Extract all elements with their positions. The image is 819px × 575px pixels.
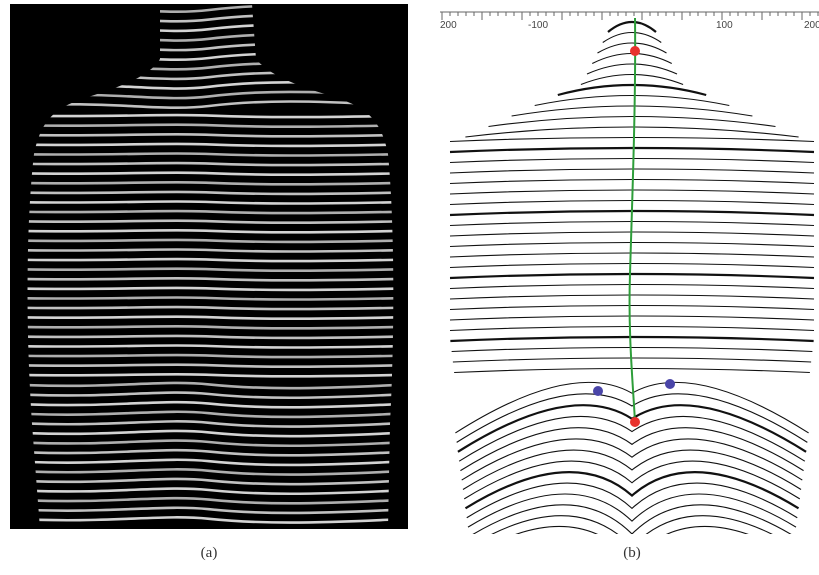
fringe-stripe <box>27 458 394 467</box>
fringe-stripe <box>27 238 394 244</box>
contour-line <box>467 493 797 528</box>
landmark-right-dimple-dot <box>665 379 675 389</box>
contour-line <box>602 32 662 43</box>
fringe-stripe <box>27 439 394 448</box>
fringe-stripe <box>27 477 394 486</box>
fringe-stripe <box>27 200 394 205</box>
contour-line <box>466 482 798 519</box>
fringe-stripe <box>27 400 394 409</box>
contour-line <box>534 94 730 107</box>
fringe-stripe <box>27 257 394 263</box>
contour-line <box>463 460 801 500</box>
contour-line <box>455 381 809 434</box>
contour-line <box>511 105 753 117</box>
contour-line <box>462 449 802 490</box>
fringe-stripe <box>27 267 394 272</box>
fringe-stripe <box>27 420 394 428</box>
fringe-stripe <box>27 334 394 340</box>
landmark-sacrum-dot <box>630 417 640 427</box>
contour-line <box>449 168 815 174</box>
contour-line <box>488 115 776 128</box>
contour-line <box>449 283 815 290</box>
fringe-stripe <box>27 100 394 110</box>
contour-line <box>449 136 815 143</box>
fringe-stripe <box>27 381 394 390</box>
fringe-stripe <box>27 315 394 320</box>
contour-line <box>456 393 808 443</box>
fringe-stripe <box>27 487 394 496</box>
ruler-label-left-200: 200 <box>440 20 457 31</box>
contour-line <box>472 504 792 534</box>
fringe-stripe <box>27 190 394 196</box>
contour-plot-panel: 200 -100 100 200 <box>440 4 819 534</box>
fringe-photo-panel <box>10 4 408 529</box>
fringe-stripe <box>27 276 394 282</box>
contour-line <box>449 146 815 154</box>
fringe-stripe <box>27 152 394 157</box>
contour-line <box>607 20 657 33</box>
fringe-stripe <box>27 228 394 234</box>
ruler-ticks <box>441 12 819 20</box>
ruler-label-100: 100 <box>716 20 733 31</box>
fringe-stripe <box>27 496 394 505</box>
fringe-stripe <box>27 161 394 167</box>
contour-line <box>449 272 815 280</box>
fringe-stripe <box>27 180 394 186</box>
contour-line <box>449 294 815 300</box>
fringe-stripe <box>27 123 394 128</box>
contour-line <box>586 63 678 75</box>
contour-line <box>491 515 773 534</box>
fringe-stripe <box>27 391 394 400</box>
fringe-stripe <box>27 448 394 457</box>
contour-line <box>515 525 749 534</box>
fringe-stripe <box>27 516 394 524</box>
fringe-stripe <box>27 344 394 349</box>
contour-line <box>597 42 667 54</box>
fringe-stripe <box>27 372 394 378</box>
contour-line <box>449 325 815 332</box>
contour-line <box>580 74 684 86</box>
fringe-stripe <box>27 142 394 148</box>
fringe-stripe <box>27 248 394 253</box>
fringe-stripe <box>27 429 394 438</box>
landmark-vertebra-prominens-dot <box>630 46 640 56</box>
caption-b: (b) <box>623 545 641 561</box>
contour-line <box>461 438 803 481</box>
fringe-stripe <box>27 324 394 330</box>
fringe-stripe <box>27 305 394 311</box>
fringe-stripe <box>27 171 394 176</box>
contour-line <box>557 83 707 97</box>
fringe-stripe <box>27 363 394 368</box>
fringe-stripe <box>27 113 394 119</box>
fringe-stripe <box>27 132 394 138</box>
caption-a: (a) <box>200 545 218 561</box>
contour-line <box>449 241 815 248</box>
contour-line <box>451 346 813 353</box>
fringe-stripe <box>27 506 394 515</box>
ruler-label-minus-100: -100 <box>528 20 548 31</box>
contour-line <box>450 335 814 343</box>
contour-line <box>449 262 815 269</box>
contour-line <box>464 471 800 510</box>
fringe-stripe <box>27 209 394 215</box>
back-contour-plot: 200 -100 100 200 <box>440 11 819 534</box>
contour-line <box>449 252 815 258</box>
contour-lines <box>449 20 815 534</box>
fringe-stripe <box>27 219 394 224</box>
contour-line <box>449 157 815 164</box>
contour-line <box>460 427 804 472</box>
contour-line <box>458 415 806 462</box>
contour-line <box>449 315 815 321</box>
back-fringe-photo <box>10 4 408 529</box>
fringe-stripe <box>27 468 394 476</box>
fringe-stripe <box>27 286 394 292</box>
fringe-stripe <box>27 296 394 301</box>
landmark-left-dimple-dot <box>593 386 603 396</box>
ruler-label-right-200: 200 <box>804 20 819 31</box>
contour-line <box>465 126 799 138</box>
contour-line <box>449 304 815 311</box>
fringe-stripe <box>27 353 394 359</box>
fringe-stripe <box>27 410 394 419</box>
spine-midline <box>628 17 637 423</box>
